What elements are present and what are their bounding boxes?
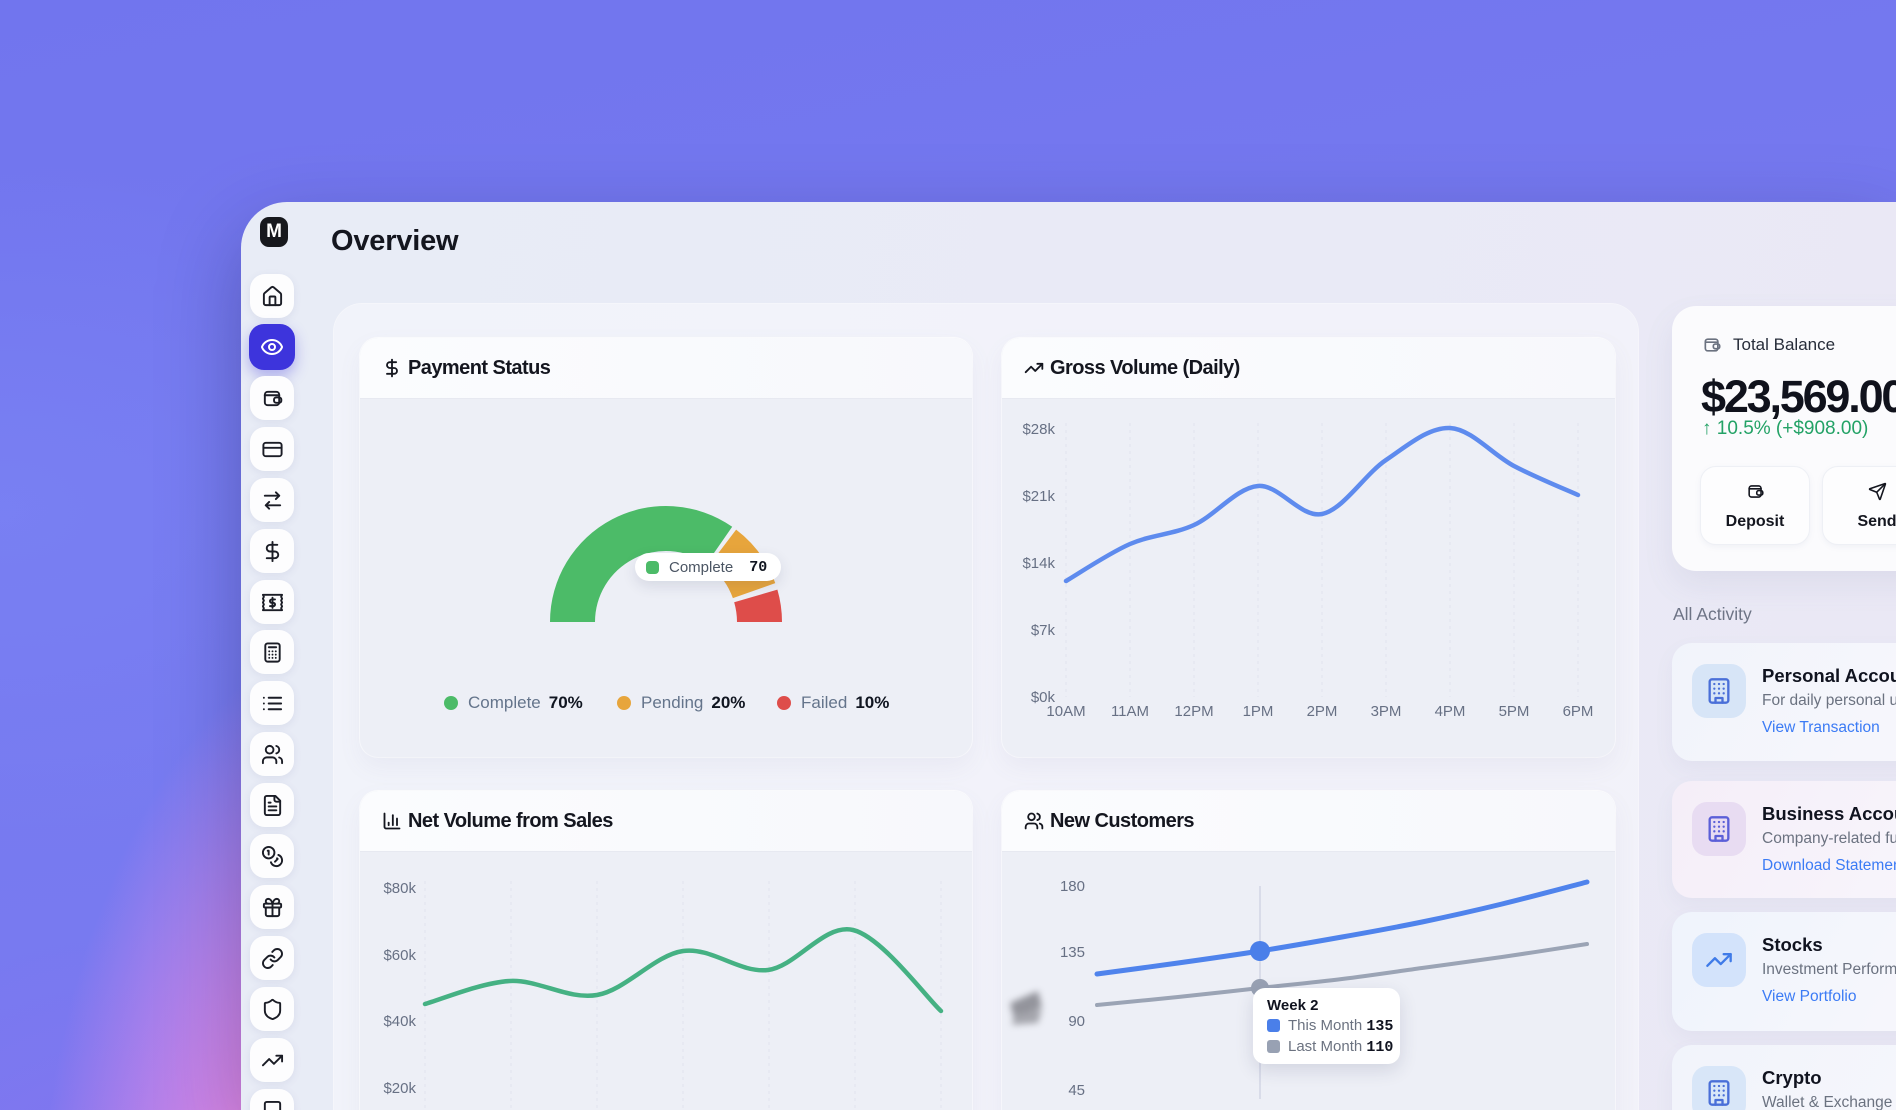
svg-text:$40k: $40k	[383, 1013, 416, 1030]
svg-text:$14k: $14k	[1022, 555, 1055, 572]
svg-text:1PM: 1PM	[1243, 703, 1274, 720]
svg-text:$28k: $28k	[1022, 421, 1055, 438]
svg-text:45: 45	[1068, 1082, 1085, 1099]
svg-text:90: 90	[1068, 1013, 1085, 1030]
svg-text:$7k: $7k	[1031, 622, 1056, 639]
svg-text:$0k: $0k	[1031, 689, 1056, 706]
svg-text:$21k: $21k	[1022, 488, 1055, 505]
svg-text:4PM: 4PM	[1435, 703, 1466, 720]
svg-text:3PM: 3PM	[1371, 703, 1402, 720]
svg-text:$60k: $60k	[383, 947, 416, 964]
svg-text:11AM: 11AM	[1111, 703, 1149, 720]
svg-text:5PM: 5PM	[1499, 703, 1530, 720]
svg-text:10AM: 10AM	[1046, 703, 1085, 720]
svg-text:$20k: $20k	[383, 1080, 416, 1097]
svg-text:12PM: 12PM	[1174, 703, 1213, 720]
svg-text:135: 135	[1060, 944, 1085, 961]
svg-text:180: 180	[1060, 878, 1085, 895]
svg-text:2PM: 2PM	[1307, 703, 1338, 720]
svg-text:$80k: $80k	[383, 880, 416, 897]
svg-text:6PM: 6PM	[1563, 703, 1594, 720]
